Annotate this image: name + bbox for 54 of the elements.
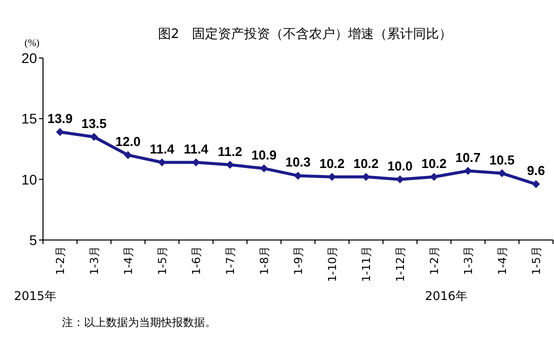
text: 注：以上数据为当期快报数据。 [62,316,216,329]
x-tick-label: 1-3月 [88,246,101,275]
y-tick-label: 20 [21,50,38,66]
x-tick-label: 1-2月 [428,246,441,275]
text: 2016年 [425,289,468,303]
point [396,175,404,184]
x-tick-label: 1-2月 [54,246,67,275]
point [532,180,540,188]
point [498,169,506,178]
point [362,172,370,181]
data-label: 10.2 [421,156,447,171]
data-label: 13.5 [81,116,107,131]
data-label: 11.2 [218,144,242,159]
data-label: 11.4 [150,141,176,156]
chart-title: 图2 固定资产投资（不含农户）增速（累计同比） [158,27,452,42]
data-label: 10.7 [455,150,481,165]
point [260,164,268,172]
x-tick-label: 1-5月 [156,246,169,275]
point [56,128,64,136]
point [464,166,472,175]
x-tick-label: 1-4月 [122,246,135,275]
x-tick-label: 1-8月 [258,246,271,275]
data-label: 11.4 [184,141,210,156]
point [328,172,336,181]
point [294,172,302,180]
y-axis-title: (%) [24,38,40,49]
data-label: 10.5 [489,152,515,168]
x-tick-label: 1-9月 [292,246,305,275]
point [430,172,438,181]
y-tick-label: 15 [21,110,38,127]
x-tick-label: 1-3月 [462,246,475,275]
data-label: 10.3 [285,154,311,170]
data-label: 10.0 [387,158,413,174]
data-label: 10.2 [353,156,379,171]
point [158,158,166,166]
x-tick-label: 1-4月 [496,246,509,275]
y-tick-label: 5 [29,232,38,248]
data-label: 13.9 [47,111,73,126]
data-label: 9.6 [526,163,546,178]
x-tick-label: 1-5月 [530,246,543,275]
point [226,160,234,169]
point [124,151,132,160]
y-tick-label: 10 [21,171,38,188]
data-label: 10.2 [319,156,345,171]
x-tick-label: 1-11月 [360,246,373,282]
x-tick-label: 1-6月 [190,246,203,275]
point [192,158,200,166]
data-label: 12.0 [115,134,141,150]
point [90,132,98,141]
x-tick-label: 1-7月 [224,246,237,275]
x-tick-label: 1-12月 [394,246,407,282]
x-tick-label: 1-10月 [326,246,339,282]
data-label: 10.9 [251,147,277,162]
text: 2015年 [14,289,57,303]
